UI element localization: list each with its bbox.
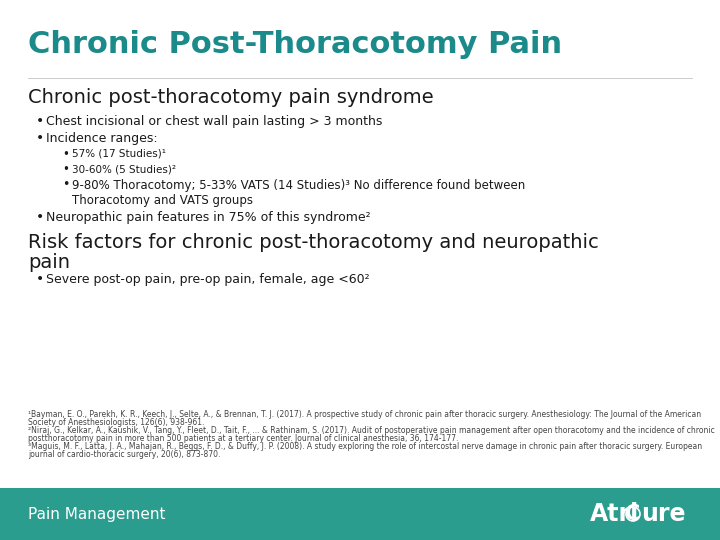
- Text: Thoracotomy and VATS groups: Thoracotomy and VATS groups: [72, 194, 253, 207]
- Text: ¹Bayman, E. O., Parekh, K. R., Keech, J., Selte, A., & Brennan, T. J. (2017). A : ¹Bayman, E. O., Parekh, K. R., Keech, J.…: [28, 410, 701, 419]
- Text: •: •: [36, 114, 44, 128]
- Text: ²Niraj, G., Kelkar, A., Kaushik, V., Tang, Y., Fleet, D., Tait, F., ... & Rathin: ²Niraj, G., Kelkar, A., Kaushik, V., Tan…: [28, 426, 715, 435]
- Text: •: •: [62, 178, 69, 191]
- Text: C: C: [626, 504, 641, 524]
- Text: Society of Anesthesiologists, 126(6), 938-961.: Society of Anesthesiologists, 126(6), 93…: [28, 418, 204, 427]
- Text: Incidence ranges:: Incidence ranges:: [46, 132, 158, 145]
- Text: •: •: [36, 131, 44, 145]
- Text: 57% (17 Studies)¹: 57% (17 Studies)¹: [72, 149, 166, 159]
- Text: •: •: [62, 148, 69, 161]
- Text: Neuropathic pain features in 75% of this syndrome²: Neuropathic pain features in 75% of this…: [46, 211, 371, 224]
- Text: postthoracotomy pain in more than 500 patients at a tertiary center. Journal of : postthoracotomy pain in more than 500 pa…: [28, 434, 459, 443]
- Text: 30-60% (5 Studies)²: 30-60% (5 Studies)²: [72, 164, 176, 174]
- Text: 9-80% Thoracotomy; 5-33% VATS (14 Studies)³ No difference found between: 9-80% Thoracotomy; 5-33% VATS (14 Studie…: [72, 179, 526, 192]
- Text: •: •: [36, 210, 44, 224]
- Text: •: •: [62, 163, 69, 176]
- Text: Risk factors for chronic post-thoracotomy and neuropathic: Risk factors for chronic post-thoracotom…: [28, 233, 599, 252]
- Text: ure: ure: [641, 502, 685, 526]
- FancyBboxPatch shape: [0, 488, 720, 540]
- Text: •: •: [36, 272, 44, 286]
- Text: pain: pain: [28, 253, 70, 272]
- Text: Pain Management: Pain Management: [28, 507, 166, 522]
- Text: Chronic post-thoracotomy pain syndrome: Chronic post-thoracotomy pain syndrome: [28, 88, 433, 107]
- Text: Severe post-op pain, pre-op pain, female, age <60²: Severe post-op pain, pre-op pain, female…: [46, 273, 369, 286]
- Text: Atri: Atri: [590, 502, 639, 526]
- Text: journal of cardio-thoracic surgery, 20(6), 873-870.: journal of cardio-thoracic surgery, 20(6…: [28, 450, 220, 459]
- Text: ³Maguis, M. F., Latta, J. A., Mahajan, R., Beggs, F. D., & Duffy, J. P. (2008). : ³Maguis, M. F., Latta, J. A., Mahajan, R…: [28, 442, 702, 451]
- Text: Chest incisional or chest wall pain lasting > 3 months: Chest incisional or chest wall pain last…: [46, 115, 382, 128]
- Text: Chronic Post-Thoracotomy Pain: Chronic Post-Thoracotomy Pain: [28, 30, 562, 59]
